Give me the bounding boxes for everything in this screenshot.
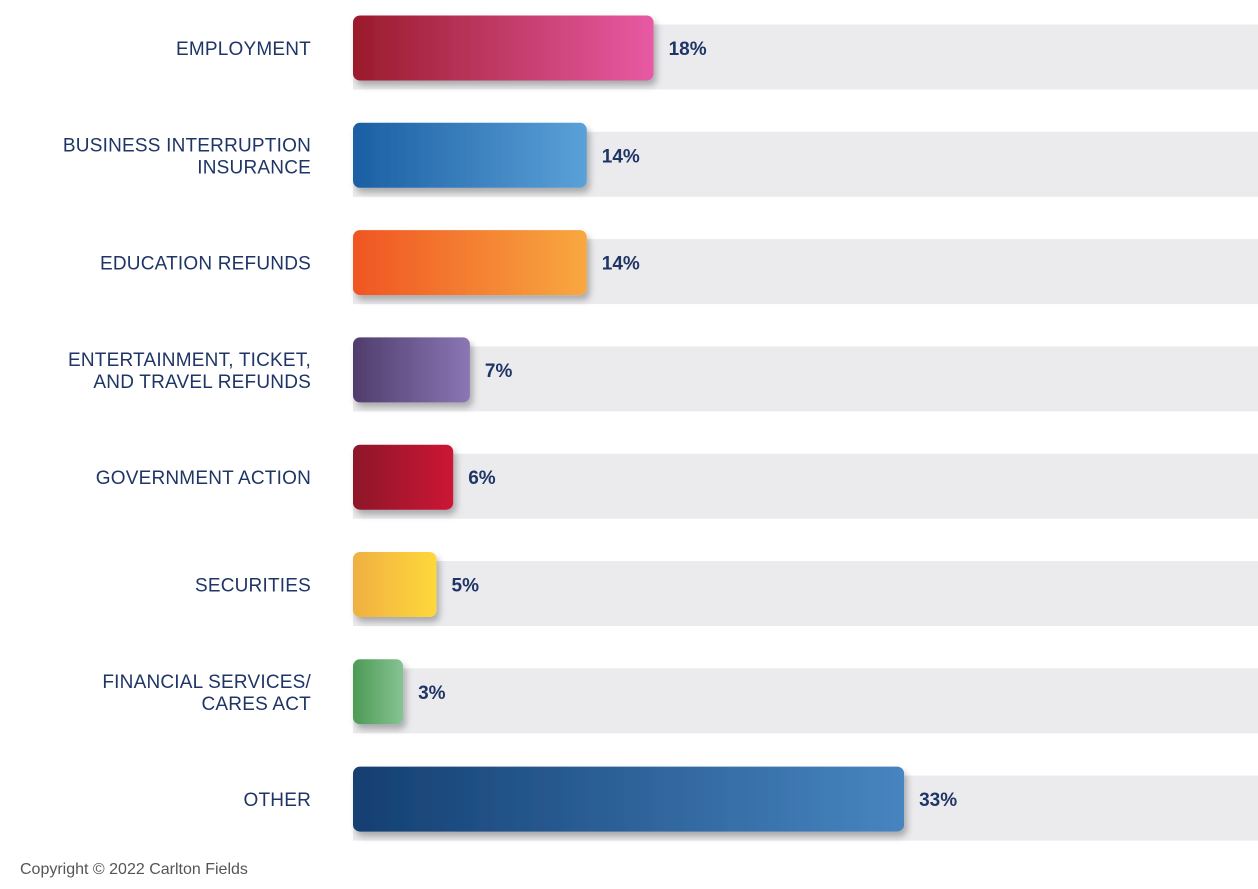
value-label: 7% — [485, 361, 513, 382]
value-label: 33% — [919, 790, 957, 811]
bar — [353, 552, 437, 617]
value-label: 3% — [418, 683, 446, 704]
value-label: 5% — [452, 576, 480, 597]
bar-group — [353, 15, 905, 832]
category-label-line: GOVERNMENT ACTION — [96, 468, 311, 489]
category-label: EDUCATION REFUNDS — [100, 254, 311, 275]
value-label-group: 18% 14% 14% 7% 6% 5% 3% 33% — [418, 39, 957, 811]
category-label-line: ENTERTAINMENT, TICKET, — [68, 350, 311, 371]
category-label-line: BUSINESS INTERRUPTION — [63, 135, 311, 156]
category-label: OTHER — [244, 790, 312, 811]
bar — [353, 337, 470, 403]
category-label: BUSINESS INTERRUPTION INSURANCE — [63, 135, 311, 178]
bar-track — [353, 668, 1258, 734]
category-label-line: FINANCIAL SERVICES/ — [102, 672, 311, 693]
bar — [353, 230, 587, 296]
value-label: 14% — [602, 146, 640, 167]
category-label: EMPLOYMENT — [176, 39, 311, 60]
category-label-line: AND TRAVEL REFUNDS — [93, 372, 311, 393]
value-label: 6% — [468, 468, 496, 489]
bar-track — [353, 346, 1258, 412]
category-label-group: EMPLOYMENT BUSINESS INTERRUPTION INSURANCE… — [63, 39, 312, 811]
category-label-line: EDUCATION REFUNDS — [100, 254, 311, 275]
bar — [353, 766, 905, 832]
value-label: 18% — [669, 39, 707, 60]
category-label-line: INSURANCE — [197, 157, 311, 178]
value-label: 14% — [602, 254, 640, 275]
category-label-line: SECURITIES — [195, 576, 311, 597]
category-label: GOVERNMENT ACTION — [96, 468, 311, 489]
category-label-line: CARES ACT — [202, 694, 312, 715]
bar-track — [353, 561, 1258, 626]
category-label-line: OTHER — [244, 790, 312, 811]
bar — [353, 444, 454, 510]
category-label: ENTERTAINMENT, TICKET, AND TRAVEL REFUNDS — [68, 350, 311, 393]
bar — [353, 122, 587, 188]
category-label-line: EMPLOYMENT — [176, 39, 311, 60]
copyright-text: Copyright © 2022 Carlton Fields — [20, 861, 248, 878]
category-label: SECURITIES — [195, 576, 311, 597]
bar — [353, 659, 404, 725]
bar — [353, 15, 654, 81]
bar-track — [353, 453, 1258, 519]
category-label: FINANCIAL SERVICES/CARES ACT — [102, 672, 311, 715]
